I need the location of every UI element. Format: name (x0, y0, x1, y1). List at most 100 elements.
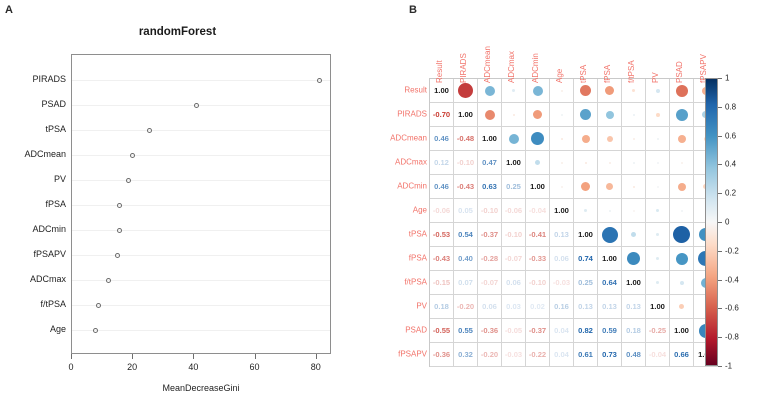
correlation-value: -0.20 (456, 301, 475, 311)
matrix-column-label: Age (555, 68, 564, 83)
correlation-value: 0.13 (602, 301, 617, 311)
matrix-row-label: ADCmean (390, 133, 427, 143)
correlation-value: -0.55 (432, 325, 451, 335)
correlation-value: -0.04 (528, 205, 547, 215)
correlation-cell (502, 127, 526, 151)
correlation-cell: -0.36 (430, 343, 454, 367)
correlation-value: 1.00 (458, 109, 473, 119)
matrix-row-label: Result (404, 85, 427, 95)
correlation-value: 0.05 (458, 205, 473, 215)
correlation-bubble (560, 185, 563, 188)
y-axis-tick-label: Age (49, 324, 66, 334)
legend-tick-label: -0.6 (725, 303, 739, 313)
correlation-cell (670, 247, 694, 271)
correlation-cell (670, 271, 694, 295)
correlation-value: 0.47 (482, 157, 497, 167)
correlation-cell (478, 79, 502, 103)
correlation-value: 0.02 (530, 301, 545, 311)
correlation-bubble (632, 209, 635, 212)
y-axis-tick-label: ADCmin (32, 224, 66, 234)
correlation-bubble (656, 233, 659, 236)
correlation-bubble (608, 209, 611, 212)
correlation-value: 1.00 (578, 229, 593, 239)
correlation-value: -0.36 (480, 325, 499, 335)
correlation-value: 0.73 (602, 349, 617, 359)
correlation-bubble (560, 89, 563, 92)
correlation-value: 1.00 (626, 277, 641, 287)
correlation-cell: -0.20 (478, 343, 502, 367)
correlation-bubble (675, 252, 688, 265)
correlation-bubble (656, 185, 659, 188)
legend-tick (718, 164, 722, 166)
correlation-cell (598, 223, 622, 247)
correlation-cell (622, 223, 646, 247)
correlation-bubble (458, 83, 473, 98)
correlation-value: -0.10 (504, 229, 523, 239)
correlation-cell (622, 247, 646, 271)
correlation-bubble (631, 232, 636, 237)
correlation-value: -0.10 (480, 205, 499, 215)
correlation-value: 1.00 (434, 85, 449, 95)
matrix-row-label: ADCmin (397, 181, 427, 191)
correlation-cell: 0.25 (502, 175, 526, 199)
correlation-bubble (508, 133, 519, 144)
correlation-cell: -0.06 (502, 199, 526, 223)
correlation-cell: 0.05 (454, 199, 478, 223)
legend-tick-label: 1 (725, 73, 730, 83)
correlation-bubble (512, 89, 515, 92)
correlation-cell: 0.06 (550, 247, 574, 271)
correlation-value: -0.10 (528, 277, 547, 287)
correlation-cell (622, 175, 646, 199)
correlation-value: 0.16 (554, 301, 569, 311)
correlation-cell: 1.00 (502, 151, 526, 175)
panel-b-correlation-matrix: 1.00 -0.70 1.00 0.46 -0.48 1.00 0.12 -0.10 0.47 1… (390, 0, 767, 413)
grid-line (72, 80, 330, 81)
correlation-bubble (560, 113, 563, 116)
correlation-cell: 0.32 (454, 343, 478, 367)
correlation-cell: -0.25 (646, 319, 670, 343)
correlation-grid: 1.00 -0.70 1.00 0.46 -0.48 1.00 0.12 -0.10 0.47 1… (429, 78, 718, 367)
correlation-cell (646, 223, 670, 247)
correlation-cell (646, 127, 670, 151)
correlation-value: 0.13 (626, 301, 641, 311)
correlation-bubble (656, 257, 659, 260)
correlation-bubble (656, 281, 659, 284)
correlation-value: 0.18 (434, 301, 449, 311)
correlation-cell: 0.66 (670, 343, 694, 367)
correlation-value: 0.46 (434, 181, 449, 191)
correlation-value: -0.22 (528, 349, 547, 359)
correlation-value: 0.46 (434, 133, 449, 143)
correlation-cell: 1.00 (454, 103, 478, 127)
data-point (117, 202, 123, 208)
correlation-cell: -0.41 (526, 223, 550, 247)
correlation-cell: 0.63 (478, 175, 502, 199)
correlation-value: -0.25 (648, 325, 667, 335)
correlation-value: 0.66 (674, 349, 689, 359)
correlation-value: -0.04 (648, 349, 667, 359)
y-axis-tick-label: PSAD (41, 99, 66, 109)
correlation-cell (622, 199, 646, 223)
correlation-cell: -0.33 (526, 247, 550, 271)
correlation-value: -0.33 (528, 253, 547, 263)
correlation-bubble (584, 161, 587, 164)
matrix-column-label: tPSA (579, 64, 588, 83)
correlation-bubble (560, 161, 563, 164)
correlation-bubble (512, 113, 515, 116)
matrix-column-label: ADCmax (507, 50, 516, 83)
correlation-cell (574, 151, 598, 175)
legend-tick-label: 0.6 (725, 131, 737, 141)
correlation-cell: 0.04 (550, 343, 574, 367)
legend-tick (718, 366, 722, 367)
grid-line (72, 180, 330, 181)
correlation-cell (622, 127, 646, 151)
x-axis-tick-label: 60 (249, 362, 260, 372)
correlation-bubble (680, 161, 683, 164)
data-point (96, 302, 102, 308)
correlation-cell (454, 79, 478, 103)
correlation-bubble (535, 160, 540, 165)
grid-line (72, 205, 330, 206)
data-point (116, 227, 122, 233)
correlation-cell: -0.10 (478, 199, 502, 223)
legend-tick (718, 308, 722, 310)
correlation-cell: -0.37 (526, 319, 550, 343)
